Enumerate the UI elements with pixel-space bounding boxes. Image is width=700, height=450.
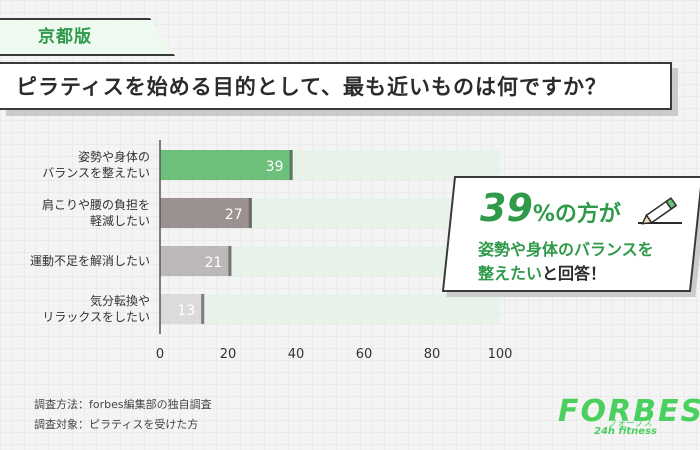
category-label: 姿勢や身体の	[78, 149, 150, 164]
region-tab	[0, 18, 175, 56]
pencil-icon	[638, 197, 682, 225]
callout-headline: 39%の方が	[480, 186, 621, 230]
callout-tail: と回答！	[542, 264, 607, 283]
category-label: 気分転換や	[90, 293, 150, 308]
callout-percent: 39	[480, 186, 533, 230]
callout-line-2: 姿勢や身体のバランスを	[478, 240, 654, 259]
data-label: 39	[266, 159, 284, 175]
category-label: 肩こりや腰の負担を	[42, 197, 150, 212]
question-banner	[0, 62, 672, 110]
category-label: 軽減したい	[90, 213, 150, 228]
region-tab-label: 京都版	[38, 27, 92, 47]
category-label: リラックスをしたい	[42, 310, 150, 324]
callout-line-3: 整えたいと回答！	[478, 260, 606, 284]
data-label: 13	[177, 303, 195, 319]
bar-edge	[248, 198, 252, 228]
bar-track	[160, 294, 500, 324]
bar-edge	[201, 294, 205, 324]
callout-percent-suffix: %の方が	[532, 202, 621, 227]
forbes-logo: FORBES フォーブス 24h fitness	[558, 394, 700, 437]
callout-highlight: 整えたい	[478, 264, 543, 283]
logo-kana: フォーブス	[608, 419, 653, 429]
x-tick-label: 0	[156, 347, 164, 362]
bar	[160, 294, 205, 324]
data-label: 21	[204, 255, 222, 271]
survey-target: 調査対象：ピラティスを受けた方	[34, 418, 199, 431]
category-label: 運動不足を解消したい	[30, 254, 150, 268]
survey-method: 調査方法：forbes編集部の独自調査	[34, 398, 212, 411]
bar-edge	[289, 150, 293, 180]
x-tick-label: 100	[488, 347, 513, 362]
x-tick-label: 20	[220, 347, 237, 362]
x-tick-label: 40	[288, 347, 305, 362]
bar	[160, 150, 293, 180]
x-tick-label: 80	[424, 347, 441, 362]
logo-wordmark: FORBES	[558, 394, 700, 429]
chart-question-title: ピラティスを始める目的として、最も近いものは何ですか？	[16, 75, 608, 99]
x-tick-label: 60	[356, 347, 373, 362]
bar	[160, 198, 252, 228]
survey-notes: 調査方法：forbes編集部の独自調査 調査対象：ピラティスを受けた方	[34, 395, 212, 435]
bar	[160, 246, 232, 276]
logo-subtitle: 24h fitness	[594, 426, 657, 437]
bar-edge	[228, 246, 232, 276]
category-label: バランスを整えたい	[42, 165, 150, 180]
data-label: 27	[225, 207, 243, 223]
